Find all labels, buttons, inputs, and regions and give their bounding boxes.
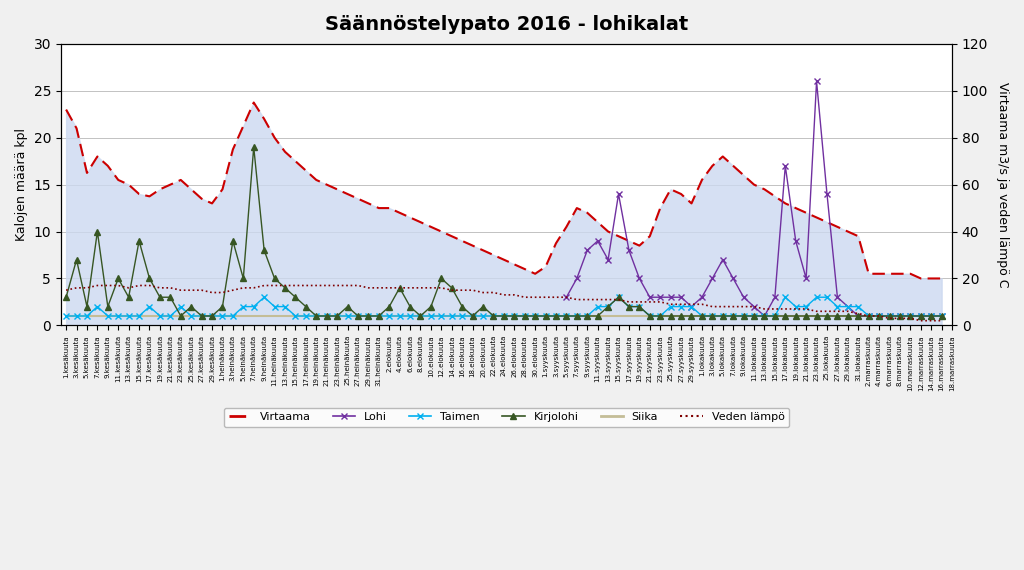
Virtaama (341, 190, 353, 197)
Title: Säännöstelypato 2016 - lohikalat: Säännöstelypato 2016 - lohikalat (325, 15, 688, 34)
Kirjolohi (248, 144, 260, 150)
Y-axis label: Kalojen määrä kpl: Kalojen määrä kpl (15, 128, 28, 241)
Siika (362, 312, 375, 319)
Taimen (894, 312, 906, 319)
Siika (206, 312, 218, 319)
Virtaama (60, 106, 73, 113)
Lohi (884, 312, 896, 319)
Veden lämpö (373, 284, 385, 291)
Veden lämpö (508, 291, 520, 298)
Line: Virtaama: Virtaama (67, 103, 942, 279)
Line: Kirjolohi: Kirjolohi (62, 144, 945, 319)
Kirjolohi (383, 303, 395, 310)
Virtaama (894, 270, 906, 277)
Taimen (341, 312, 353, 319)
Siika (498, 312, 510, 319)
Virtaama (248, 99, 260, 106)
Veden lämpö (331, 282, 343, 289)
Kirjolohi (60, 294, 73, 300)
Siika (884, 312, 896, 319)
Siika (331, 312, 343, 319)
Veden lämpö (936, 317, 948, 324)
Veden lämpö (91, 282, 103, 289)
Kirjolohi (175, 312, 187, 319)
Virtaama (914, 275, 927, 282)
Y-axis label: Virtaama m3/s ja veden lämpö C: Virtaama m3/s ja veden lämpö C (996, 82, 1009, 287)
Virtaama (206, 200, 218, 207)
Virtaama (508, 261, 520, 268)
Virtaama (936, 275, 948, 282)
Legend: Virtaama, Lohi, Taimen, Kirjolohi, Siika, Veden lämpö: Virtaama, Lohi, Taimen, Kirjolohi, Siika… (224, 408, 788, 427)
Taimen (60, 312, 73, 319)
Veden lämpö (216, 289, 228, 296)
Virtaama (331, 186, 343, 193)
Veden lämpö (894, 315, 906, 321)
Taimen (936, 312, 948, 319)
Veden lämpö (914, 317, 927, 324)
Siika (321, 312, 333, 319)
Line: Veden lämpö: Veden lämpö (67, 286, 942, 321)
Kirjolohi (352, 312, 365, 319)
Taimen (508, 312, 520, 319)
Taimen (331, 312, 343, 319)
Taimen (373, 312, 385, 319)
Kirjolohi (904, 312, 916, 319)
Virtaama (373, 205, 385, 211)
Kirjolohi (341, 303, 353, 310)
Kirjolohi (216, 303, 228, 310)
Line: Lohi: Lohi (563, 79, 944, 319)
Veden lämpö (341, 282, 353, 289)
Taimen (206, 312, 218, 319)
Lohi (936, 312, 948, 319)
Taimen (258, 294, 270, 300)
Veden lämpö (60, 287, 73, 294)
Kirjolohi (518, 312, 530, 319)
Kirjolohi (936, 312, 948, 319)
Siika (936, 312, 948, 319)
Line: Taimen: Taimen (63, 295, 944, 319)
Siika (60, 312, 73, 319)
